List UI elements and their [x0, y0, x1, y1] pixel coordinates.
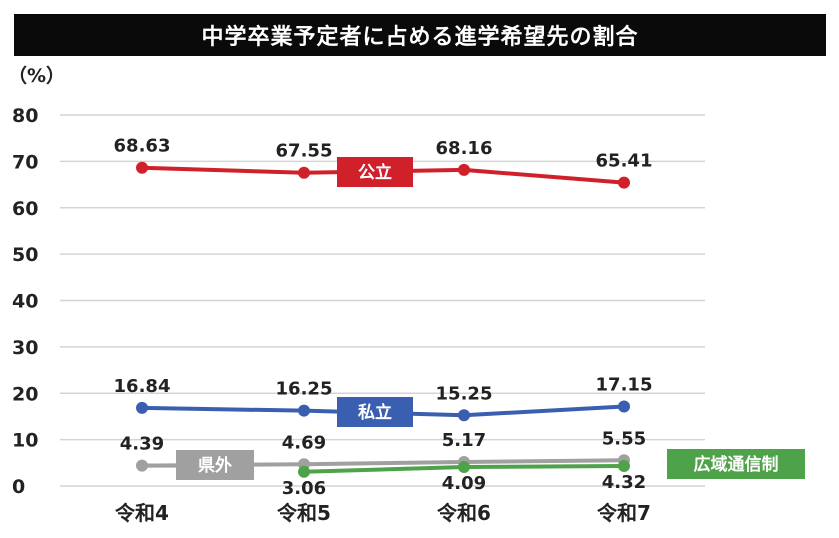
- series-label-box: [337, 157, 413, 187]
- data-label: 68.16: [436, 138, 493, 159]
- y-tick-label: 70: [12, 151, 38, 173]
- x-tick-label: 令和6: [437, 501, 491, 525]
- series-label-box: [176, 450, 254, 480]
- data-point: [136, 161, 148, 174]
- data-point: [298, 404, 310, 417]
- y-axis-label: （%）: [8, 64, 65, 87]
- data-label: 17.15: [596, 374, 653, 395]
- series-label-box: [667, 449, 805, 479]
- data-label: 3.06: [282, 478, 326, 499]
- data-point: [618, 459, 630, 472]
- data-point: [458, 409, 470, 422]
- y-tick-label: 40: [12, 291, 38, 313]
- data-point: [618, 176, 630, 189]
- data-label: 16.84: [114, 376, 171, 397]
- data-point: [298, 166, 310, 179]
- data-label: 4.32: [602, 472, 646, 493]
- data-point: [458, 163, 470, 176]
- y-tick-label: 50: [12, 244, 38, 266]
- y-tick-label: 0: [12, 476, 25, 498]
- data-label: 4.39: [120, 434, 164, 455]
- data-point: [458, 461, 470, 474]
- data-label: 5.55: [602, 428, 646, 449]
- x-tick-label: 令和5: [277, 501, 331, 525]
- y-tick-label: 80: [12, 105, 38, 127]
- y-tick-label: 20: [12, 383, 38, 405]
- series-label: 私立: [358, 402, 392, 423]
- data-label: 67.55: [276, 141, 333, 162]
- data-label: 4.09: [442, 473, 486, 494]
- series-label: 県外: [198, 455, 232, 476]
- data-label: 4.69: [282, 432, 326, 453]
- data-label: 15.25: [436, 383, 493, 404]
- x-tick-label: 令和7: [597, 501, 651, 525]
- series-label-box: [337, 397, 413, 427]
- chart-title: 中学卒業予定者に占める進学希望先の割合: [14, 14, 826, 56]
- y-tick-label: 10: [12, 430, 38, 452]
- data-point: [618, 400, 630, 413]
- x-tick-label: 令和4: [115, 501, 169, 525]
- data-point: [136, 401, 148, 414]
- data-point: [298, 465, 310, 478]
- data-label: 16.25: [276, 379, 333, 400]
- y-tick-label: 30: [12, 337, 38, 359]
- series-label: 広域通信制: [694, 454, 779, 475]
- y-tick-label: 60: [12, 198, 38, 220]
- series-label: 公立: [358, 162, 392, 183]
- data-label: 68.63: [114, 136, 171, 157]
- data-label: 5.17: [442, 430, 486, 451]
- data-label: 65.41: [596, 151, 653, 172]
